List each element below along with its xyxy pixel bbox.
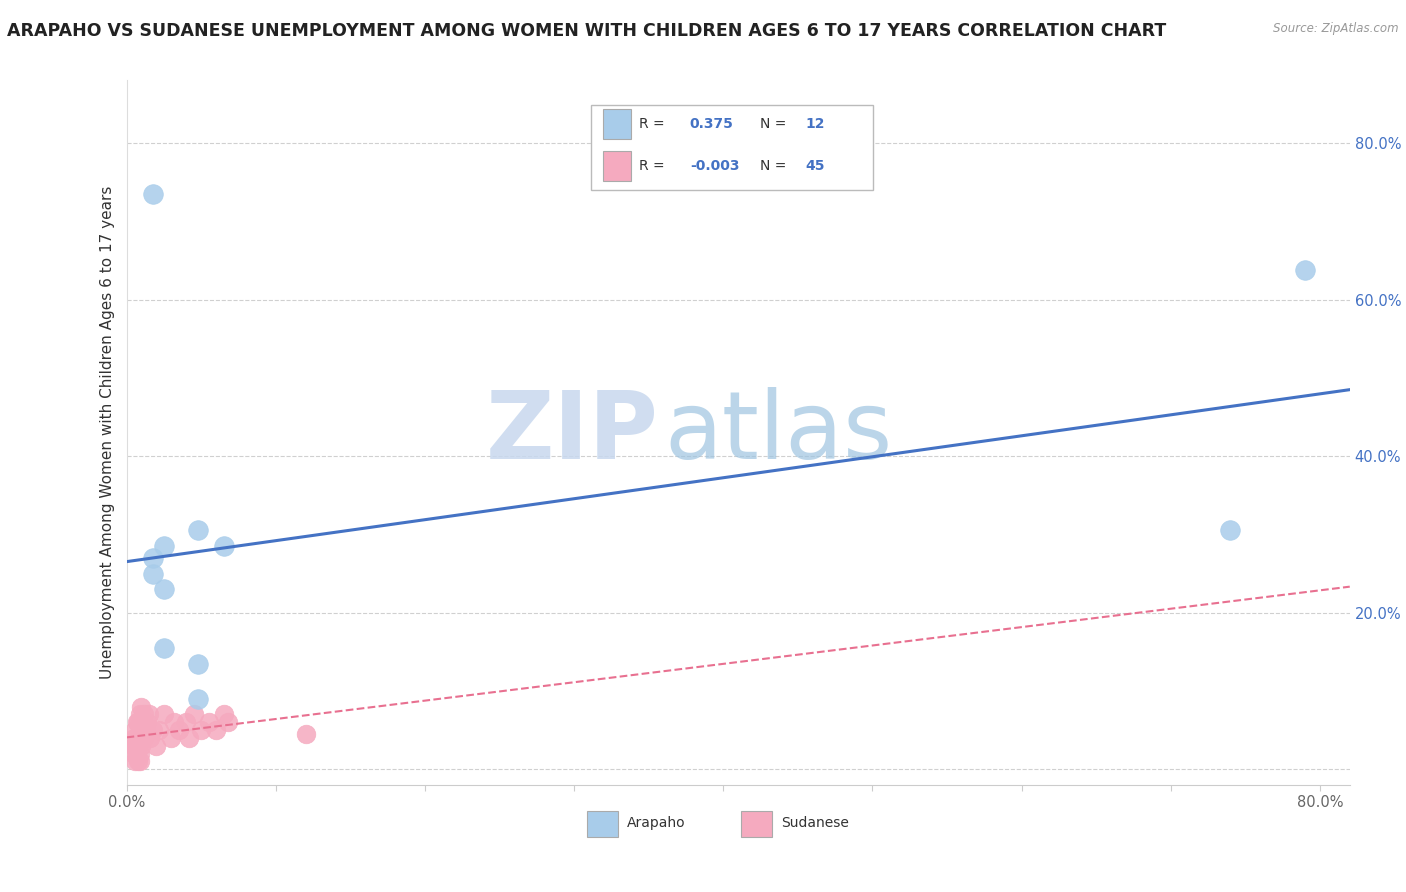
Point [129, 755, 152, 769]
Point [131, 723, 153, 738]
Point [174, 715, 197, 730]
Point [124, 755, 146, 769]
Point [167, 723, 190, 738]
Point [217, 715, 239, 730]
Point [125, 715, 148, 730]
Point [142, 566, 165, 581]
Point [153, 582, 176, 597]
Point [205, 723, 228, 738]
Point [187, 657, 209, 671]
Text: atlas: atlas [665, 386, 893, 479]
Bar [741, 811, 772, 837]
Point [148, 723, 170, 738]
Point [142, 550, 165, 565]
Point [124, 739, 146, 753]
Point [135, 723, 157, 738]
Point [153, 640, 176, 655]
Text: R =: R = [640, 117, 669, 131]
Point [122, 739, 145, 753]
Point [129, 723, 152, 738]
Point [127, 755, 149, 769]
Point [129, 707, 152, 722]
Point [197, 715, 219, 730]
Text: -0.003: -0.003 [690, 159, 740, 173]
Point [129, 731, 152, 745]
Point [187, 524, 209, 538]
Point [122, 747, 145, 761]
Point [179, 731, 201, 745]
Point [212, 539, 235, 553]
Point [1294, 262, 1316, 277]
Text: Arapaho: Arapaho [627, 816, 685, 830]
Point [183, 707, 205, 722]
Point [1219, 524, 1241, 538]
Text: N =: N = [761, 159, 790, 173]
Point [139, 731, 162, 745]
Point [142, 723, 165, 738]
Point [127, 731, 149, 745]
Bar [603, 152, 631, 181]
Text: ZIP: ZIP [485, 386, 658, 479]
Point [163, 715, 186, 730]
Text: R =: R = [640, 159, 669, 173]
Point [190, 723, 212, 738]
Point [125, 739, 148, 753]
Point [138, 707, 160, 722]
Point [127, 739, 149, 753]
Point [127, 715, 149, 730]
Text: Sudanese: Sudanese [782, 816, 849, 830]
Point [187, 691, 209, 706]
Text: 0.375: 0.375 [690, 117, 734, 131]
Point [131, 699, 153, 714]
Text: ARAPAHO VS SUDANESE UNEMPLOYMENT AMONG WOMEN WITH CHILDREN AGES 6 TO 17 YEARS CO: ARAPAHO VS SUDANESE UNEMPLOYMENT AMONG W… [7, 22, 1167, 40]
Point [142, 186, 165, 201]
Text: N =: N = [761, 117, 790, 131]
Point [294, 727, 316, 741]
Point [153, 707, 176, 722]
Point [153, 539, 176, 553]
Point [131, 739, 153, 753]
Point [125, 731, 148, 745]
Point [145, 739, 167, 753]
Text: 45: 45 [806, 159, 824, 173]
Point [134, 731, 156, 745]
Text: 12: 12 [806, 117, 824, 131]
Point [136, 715, 159, 730]
Point [129, 747, 152, 761]
Point [160, 731, 183, 745]
Point [131, 715, 153, 730]
Bar [603, 109, 631, 138]
Point [134, 707, 156, 722]
Text: Source: ZipAtlas.com: Source: ZipAtlas.com [1274, 22, 1399, 36]
Bar [586, 811, 617, 837]
Y-axis label: Unemployment Among Women with Children Ages 6 to 17 years: Unemployment Among Women with Children A… [100, 186, 115, 680]
Point [124, 723, 146, 738]
Point [122, 731, 145, 745]
Point [212, 707, 235, 722]
Point [125, 747, 148, 761]
